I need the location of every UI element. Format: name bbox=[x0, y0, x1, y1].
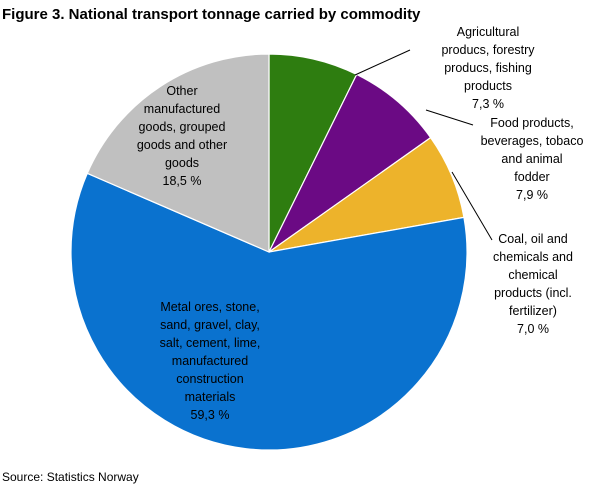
slice-label: Metal ores, stone, sand, gravel, clay, sal… bbox=[160, 300, 261, 422]
slice-label-line: goods, grouped bbox=[139, 120, 226, 134]
slice-label: Food products, beverages, tobaco and anima… bbox=[481, 116, 584, 202]
leader-line bbox=[451, 171, 493, 241]
slice-label-line: chemicals and bbox=[493, 250, 573, 264]
slice-value-label: 18,5 % bbox=[163, 174, 202, 188]
leader-line bbox=[354, 49, 411, 76]
slice-label-line: materials bbox=[185, 390, 236, 404]
pie-slice bbox=[70, 172, 468, 451]
slice-label-line: Other bbox=[166, 84, 197, 98]
slice-label-line: Metal ores, stone, bbox=[160, 300, 259, 314]
slice-label-line: salt, cement, lime, bbox=[160, 336, 261, 350]
slice-label-line: goods and other bbox=[137, 138, 227, 152]
slice-label: Other manufactured goods, grouped goods and… bbox=[137, 84, 227, 188]
slice-label-line: construction bbox=[176, 372, 243, 386]
slice-label-line: beverages, tobaco bbox=[481, 134, 584, 148]
slice-label-line: chemical bbox=[508, 268, 557, 282]
slice-label-line: producs, forestry bbox=[441, 43, 535, 57]
slice-label-line: products (incl. bbox=[494, 286, 572, 300]
slice-label-line: fertilizer) bbox=[509, 304, 557, 318]
slice-label-line: sand, gravel, clay, bbox=[160, 318, 260, 332]
slice-label-line: products bbox=[464, 79, 512, 93]
slice-value-label: 7,0 % bbox=[517, 322, 549, 336]
slice-label: Agricultural producs, forestry producs, fi… bbox=[441, 25, 535, 111]
leader-line bbox=[425, 109, 474, 126]
chart-source: Source: Statistics Norway bbox=[2, 470, 139, 484]
slice-label: Coal, oil and chemicals and chemical produc… bbox=[493, 232, 573, 336]
slice-label-line: Coal, oil and bbox=[498, 232, 568, 246]
slice-label-line: fodder bbox=[514, 170, 549, 184]
slice-label-line: and animal bbox=[501, 152, 562, 166]
slice-label-line: goods bbox=[165, 156, 199, 170]
pie-slice bbox=[86, 53, 270, 253]
slice-label-line: producs, fishing bbox=[444, 61, 532, 75]
slice-label-line: Food products, bbox=[490, 116, 573, 130]
slice-label-line: manufactured bbox=[144, 102, 220, 116]
slice-value-label: 59,3 % bbox=[191, 408, 230, 422]
chart-title: Figure 3. National transport tonnage car… bbox=[2, 6, 421, 23]
slice-label-line: Agricultural bbox=[457, 25, 520, 39]
slice-label-line: manufactured bbox=[172, 354, 248, 368]
slice-value-label: 7,3 % bbox=[472, 97, 504, 111]
pie-slice bbox=[268, 73, 432, 253]
slice-value-label: 7,9 % bbox=[516, 188, 548, 202]
